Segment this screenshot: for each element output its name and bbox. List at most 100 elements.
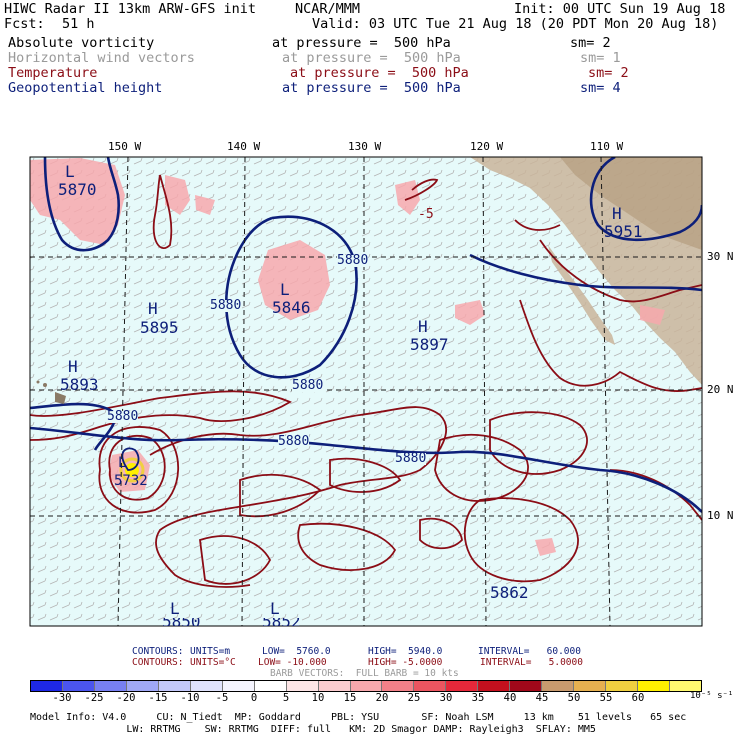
lat-label-30n: 30 N	[707, 250, 734, 263]
colorbar-swatch	[31, 681, 63, 691]
lon-label-110w: 110 W	[590, 140, 624, 153]
low-marker-5852: L	[270, 599, 280, 618]
contours-height-low: LOW= 5760.0	[262, 646, 331, 657]
lon-label-120w: 120 W	[470, 140, 504, 153]
field-name-wind: Horizontal wind vectors	[8, 50, 195, 66]
low-marker-5870: L	[65, 162, 75, 181]
field-pressure-height: at pressure = 500 hPa	[282, 80, 461, 96]
colorbar-swatch	[510, 681, 543, 691]
field-pressure-wind: at pressure = 500 hPa	[282, 50, 461, 66]
valid-time: Valid: 03 UTC Tue 21 Aug 18 (20 PDT Mon …	[312, 16, 719, 32]
height-label-5862: 5862	[490, 583, 529, 602]
field-sm-vorticity: sm= 2	[570, 35, 611, 51]
vorticity-shading	[30, 158, 665, 556]
hawaii-islands	[36, 380, 66, 404]
height-label-5893: 5893	[60, 375, 99, 394]
plot-title: HIWC Radar II 13km ARW-GFS init	[4, 1, 256, 17]
field-pressure-temperature: at pressure = 500 hPa	[290, 65, 469, 81]
height-label-5951: 5951	[604, 222, 643, 241]
colorbar-swatch	[574, 681, 607, 691]
colorbar-tick-label: 20	[375, 692, 389, 704]
colorbar-tick-label: 30	[439, 692, 453, 704]
field-name-vorticity: Absolute vorticity	[8, 35, 155, 51]
colorbar-swatch	[158, 681, 191, 691]
contours-temp-interval: INTERVAL= 5.0000	[480, 657, 583, 668]
contours-temp-low: LOW= -10.000	[258, 657, 327, 668]
contour-label-5880-f: 5880	[395, 451, 427, 466]
barb-vectors-note: BARB VECTORS: FULL BARB = 10 kts	[270, 668, 459, 679]
colorbar-swatch	[94, 681, 127, 691]
contours-temp-units: UNITS=°C	[190, 657, 236, 668]
high-marker-5893: H	[68, 357, 78, 376]
colorbar-swatch	[62, 681, 95, 691]
colorbar-swatch	[606, 681, 639, 691]
high-marker-5895: H	[148, 299, 158, 318]
model-info-line2: LW: RRTMG SW: RRTMG DIFF: full KM: 2D Sm…	[30, 724, 596, 735]
colorbar-swatch	[286, 681, 319, 691]
contours-temp-high: HIGH= -5.0000	[368, 657, 443, 668]
colorbar-swatch	[414, 681, 447, 691]
vorticity-colorbar	[30, 680, 702, 692]
vorticity-max-ring	[119, 457, 145, 483]
contour-label-5880-e: 5880	[278, 434, 310, 449]
lon-label-140w: 140 W	[227, 140, 261, 153]
high-marker-5897: H	[418, 317, 428, 336]
lat-label-20n: 20 N	[707, 383, 734, 396]
temp-contour-label: -5	[418, 207, 434, 222]
lon-label-150w: 150 W	[108, 140, 142, 153]
colorbar-tick-label: 50	[567, 692, 581, 704]
contours-temp-prefix: CONTOURS:	[132, 657, 184, 668]
field-sm-height: sm= 4	[580, 80, 621, 96]
colorbar-swatch	[446, 681, 479, 691]
contour-label-5880-c: 5880	[292, 378, 324, 393]
contours-height-prefix: CONTOURS:	[132, 646, 184, 657]
colorbar-swatch	[126, 681, 159, 691]
contour-label-5880-b: 5880	[210, 298, 242, 313]
low-marker-5850: L	[170, 599, 180, 618]
colorbar-tick-label: -30	[52, 692, 72, 704]
contours-height-units: UNITS=m	[190, 646, 231, 657]
colorbar-swatch	[318, 681, 351, 691]
field-pressure-vorticity: at pressure = 500 hPa	[272, 35, 451, 51]
colorbar-tick-label: -15	[148, 692, 168, 704]
height-label-5870: 5870	[58, 180, 97, 199]
colorbar-tick-label: 55	[599, 692, 613, 704]
map-frame	[29, 156, 703, 627]
contours-height-high: HIGH= 5940.0	[368, 646, 443, 657]
low-marker-5846: L	[280, 280, 290, 299]
colorbar-tick-label: 60	[631, 692, 645, 704]
colorbar-units: 10⁻⁵ s⁻¹	[690, 691, 734, 701]
colorbar-tick-label: 35	[471, 692, 485, 704]
colorbar-swatch	[542, 681, 575, 691]
height-label-5895: 5895	[140, 318, 179, 337]
init-time: Init: 00 UTC Sun 19 Aug 18	[514, 1, 726, 17]
colorbar-tick-label: 15	[343, 692, 357, 704]
colorbar-swatch	[670, 681, 702, 691]
fcst-value: 51 h	[62, 16, 95, 32]
colorbar-swatch	[638, 681, 671, 691]
colorbar-tick-label: 5	[282, 692, 290, 704]
lat-label-10n: 10 N	[707, 509, 734, 522]
low-marker-5732: L	[118, 455, 127, 471]
lon-label-130w: 130 W	[348, 140, 382, 153]
contour-label-5880-d: 5880	[107, 409, 139, 424]
high-marker-5951: H	[612, 204, 622, 223]
lat-lon-grid	[30, 157, 702, 626]
colorbar-tick-label: -10	[180, 692, 200, 704]
colorbar-swatch	[190, 681, 223, 691]
height-label-5852: 5852	[262, 618, 301, 626]
field-name-temperature: Temperature	[8, 65, 98, 81]
colorbar-tick-label: 25	[407, 692, 421, 704]
colorbar-tick-label: -25	[84, 692, 104, 704]
height-label-5897: 5897	[410, 335, 449, 354]
height-label-5846: 5846	[272, 298, 311, 317]
colorbar-tick-label: -20	[116, 692, 136, 704]
colorbar-tick-label: 40	[503, 692, 517, 704]
colorbar-swatch	[254, 681, 287, 691]
temperature-contours	[30, 174, 702, 588]
colorbar-swatch	[350, 681, 383, 691]
contours-height-interval: INTERVAL= 60.000	[478, 646, 581, 657]
height-label-5850: 5850	[162, 618, 201, 626]
colorbar-tick-label: 45	[535, 692, 549, 704]
